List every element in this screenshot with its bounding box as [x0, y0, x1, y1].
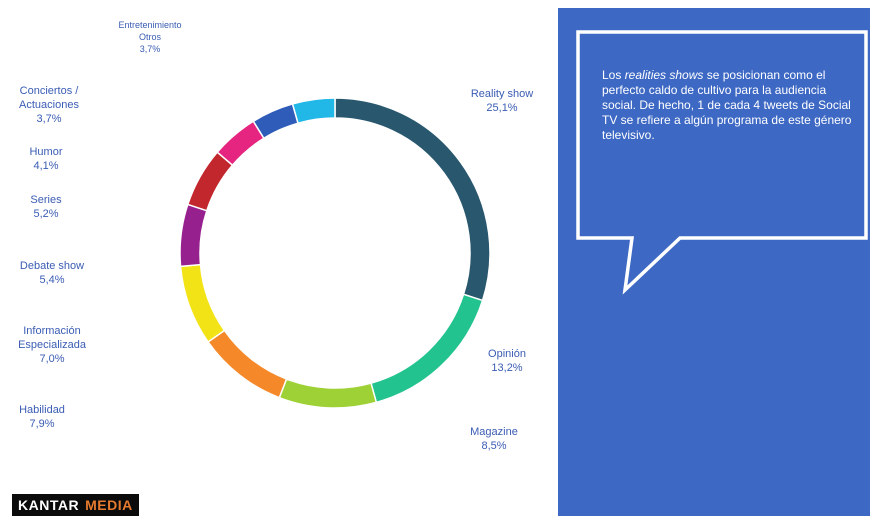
label-humor: Humor 4,1%	[29, 145, 62, 173]
label-percent: 5,4%	[39, 274, 65, 286]
label-name: Series	[30, 194, 62, 206]
label-name-line2: Actuaciones	[19, 99, 79, 111]
label-percent: 8,5%	[481, 440, 507, 452]
label-name: Habilidad	[19, 404, 65, 416]
label-name-line1: Conciertos /	[19, 85, 79, 97]
label-name: Magazine	[470, 426, 518, 438]
label-percent: 7,9%	[29, 418, 55, 430]
kantar-media-logo: KANTAR MEDIA	[12, 494, 139, 516]
label-name-line1: Entretenimiento	[118, 20, 182, 30]
donut-chart	[179, 97, 491, 409]
callout-text-emphasis: realities shows	[624, 68, 704, 82]
label-name-line2: Otros	[138, 32, 162, 42]
callout-text-pre: Los	[602, 68, 625, 82]
label-conciertos: Conciertos / Actuaciones 3,7%	[19, 84, 79, 126]
label-entretenimiento-otros: Entretenimiento Otros 3,7%	[118, 19, 181, 55]
label-percent: 7,0%	[39, 353, 65, 365]
label-series: Series 5,2%	[30, 193, 61, 221]
label-percent: 13,2%	[491, 362, 523, 374]
donut-slice-entretenimiento-otros	[291, 97, 336, 125]
label-habilidad: Habilidad 7,9%	[19, 403, 65, 431]
callout-text: Los realities shows se posicionan como e…	[602, 68, 860, 143]
label-name: Humor	[29, 146, 63, 158]
callout-panel	[558, 8, 870, 516]
logo-part2: MEDIA	[85, 497, 133, 513]
logo-part1: KANTAR	[18, 497, 80, 513]
label-name: Opinión	[488, 348, 526, 360]
label-magazine: Magazine 8,5%	[470, 425, 518, 453]
label-name-line2: Especializada	[18, 339, 86, 351]
label-reality-show: Reality show 25,1%	[471, 87, 533, 115]
label-percent: 4,1%	[33, 160, 59, 172]
callout-text-post: se posicionan como el perfecto caldo de …	[602, 68, 852, 142]
label-name: Debate show	[19, 260, 85, 272]
label-opinion: Opinión 13,2%	[488, 347, 526, 375]
label-percent: 5,2%	[33, 208, 59, 220]
label-name: Reality show	[470, 88, 534, 100]
label-percent: 25,1%	[486, 102, 518, 114]
label-informacion-especializada: Información Especializada 7,0%	[18, 324, 86, 366]
label-debate-show: Debate show 5,4%	[20, 259, 84, 287]
label-percent: 3,7%	[36, 113, 62, 125]
label-name-line1: Información	[23, 325, 81, 337]
label-percent: 3,7%	[139, 44, 161, 54]
